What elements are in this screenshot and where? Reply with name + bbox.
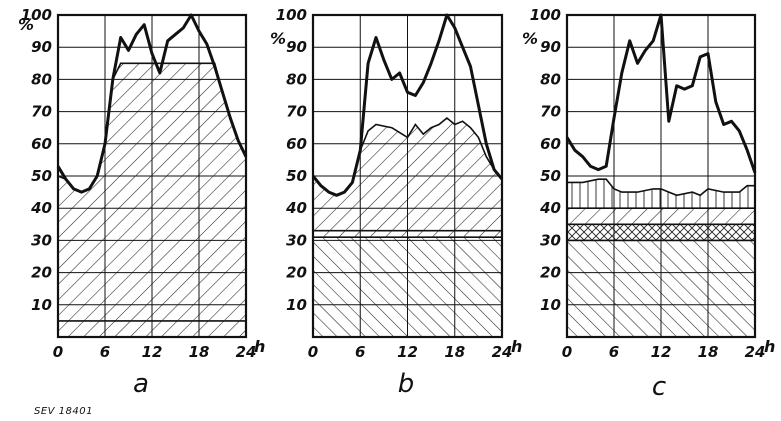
series-line-load-curve	[565, 13, 757, 174]
y-tick-label: 70	[540, 103, 561, 121]
series-line-load-curve	[56, 13, 248, 194]
x-unit-label: h	[254, 337, 265, 356]
panel-label: c	[652, 372, 666, 402]
panel-label: b	[398, 369, 415, 399]
y-tick-label: 10	[540, 296, 561, 314]
y-tick-label: 90	[286, 38, 307, 56]
y-tick-label: 60	[540, 135, 561, 153]
y-tick-label: 20	[286, 264, 307, 282]
y-tick-label: 30	[286, 231, 307, 249]
y-tick-label: 40	[539, 199, 561, 217]
y-unit-label: %	[270, 29, 286, 48]
y-tick-label: 90	[31, 38, 52, 56]
y-tick-label: 30	[540, 231, 561, 249]
panel-label: a	[133, 369, 149, 399]
y-tick-label: 100	[21, 6, 52, 24]
y-tick-label: 40	[30, 199, 52, 217]
y-tick-label: 70	[31, 103, 52, 121]
y-tick-label: 90	[540, 38, 561, 56]
x-unit-label: h	[511, 337, 522, 356]
x-tick-label: 12	[651, 343, 672, 361]
y-tick-label: 100	[276, 6, 307, 24]
y-tick-label: 20	[31, 264, 52, 282]
panel-c: 10 20 30 40 50 60 70 80 90 100 0 6 12 18 24 % h c	[522, 6, 775, 402]
archive-number: SEV 18401	[34, 406, 93, 417]
y-tick-label: 80	[286, 70, 307, 88]
x-tick-label: 24	[745, 343, 766, 361]
x-tick-label: 18	[698, 343, 719, 361]
plot-frame	[56, 13, 248, 339]
y-tick-label: 80	[540, 70, 561, 88]
x-tick-label: 0	[308, 343, 318, 361]
band-boundary-3	[567, 178, 755, 197]
y-tick-label: 20	[540, 264, 561, 282]
series-line-load-curve	[311, 13, 504, 197]
y-tick-label: 50	[31, 167, 52, 185]
y-tick-label: 10	[31, 296, 52, 314]
y-tick-label: 30	[31, 231, 52, 249]
y-tick-label: 50	[286, 167, 307, 185]
panel-b: 10 20 30 40 50 60 70 80 90 100 0 6 12 18 24 % h b	[270, 6, 522, 399]
x-tick-label: 12	[142, 343, 163, 361]
y-tick-label: 100	[530, 6, 561, 24]
x-tick-label: 6	[609, 343, 619, 361]
x-tick-label: 0	[562, 343, 572, 361]
x-tick-label: 6	[355, 343, 365, 361]
x-tick-label: 24	[236, 343, 257, 361]
x-tick-label: 18	[444, 343, 465, 361]
x-tick-label: 6	[100, 343, 110, 361]
y-tick-label: 10	[286, 296, 307, 314]
x-tick-label: 12	[397, 343, 418, 361]
y-tick-label: 50	[540, 167, 561, 185]
x-tick-label: 18	[189, 343, 210, 361]
y-unit-label: %	[18, 15, 34, 34]
y-tick-label: 40	[285, 199, 307, 217]
y-tick-label: 70	[286, 103, 307, 121]
y-tick-label: 60	[31, 135, 52, 153]
x-unit-label: h	[764, 337, 775, 356]
panel-a: 10 20 30 40 50 60 70 80 90 100 0 6 12 18 24 % h a	[18, 6, 265, 399]
y-tick-label: 80	[31, 70, 52, 88]
x-tick-label: 24	[492, 343, 513, 361]
x-tick-label: 0	[53, 343, 63, 361]
y-unit-label: %	[522, 29, 538, 48]
y-tick-label: 60	[286, 135, 307, 153]
